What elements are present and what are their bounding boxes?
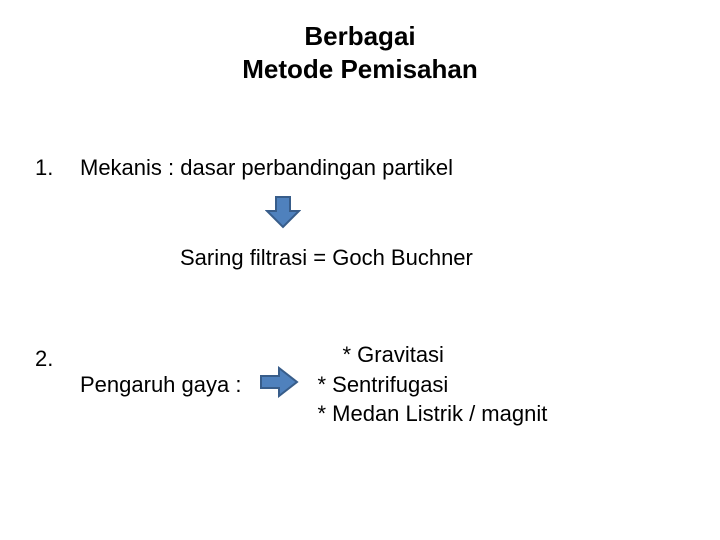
slide: Berbagai Metode Pemisahan 1. Mekanis : d… bbox=[0, 0, 720, 540]
item1-number: 1. bbox=[35, 155, 80, 181]
page-title: Berbagai Metode Pemisahan bbox=[0, 20, 720, 85]
item2-number: 2. bbox=[35, 340, 80, 372]
item2-label: Pengaruh gaya : bbox=[80, 372, 241, 398]
force-sentrifugasi: * Sentrifugasi bbox=[317, 370, 547, 400]
down-arrow-icon bbox=[265, 195, 301, 234]
title-line-1: Berbagai bbox=[304, 21, 415, 51]
right-arrow-icon bbox=[259, 366, 299, 403]
down-arrow-shape bbox=[267, 197, 299, 227]
right-arrow-shape bbox=[261, 368, 297, 396]
item1-text: Mekanis : dasar perbandingan partikel bbox=[80, 155, 453, 181]
item1-subtext: Saring filtrasi = Goch Buchner bbox=[180, 245, 473, 271]
list-item-1: 1. Mekanis : dasar perbandingan partikel bbox=[35, 155, 453, 181]
force-gravitasi: * Gravitasi bbox=[317, 340, 547, 370]
forces-list: * Gravitasi * Sentrifugasi * Medan Listr… bbox=[317, 340, 547, 429]
title-line-2: Metode Pemisahan bbox=[242, 54, 478, 84]
force-medan-listrik: * Medan Listrik / magnit bbox=[317, 399, 547, 429]
list-item-2: 2. Pengaruh gaya : * Gravitasi * Sentrif… bbox=[35, 340, 547, 429]
